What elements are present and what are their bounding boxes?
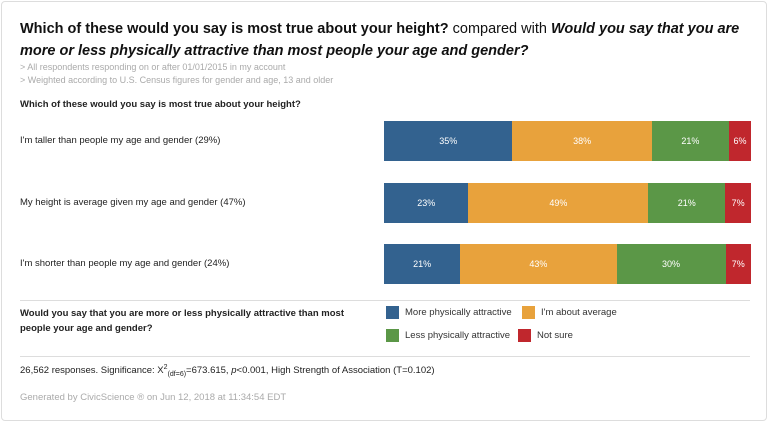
legend-swatch	[518, 329, 531, 342]
divider	[20, 356, 750, 357]
row-label: My height is average given my age and ge…	[20, 197, 246, 208]
bar-segment: 7%	[725, 244, 751, 284]
chart-question: Which of these would you say is most tru…	[20, 99, 301, 110]
title-main: Which of these would you say is most tru…	[20, 21, 449, 37]
divider	[20, 300, 750, 301]
bar-segment: 23%	[384, 183, 469, 223]
legend-item: More physically attractive	[386, 306, 512, 319]
stacked-bar: 23% 49% 21% 7%	[384, 183, 751, 223]
bar-segment: 21%	[651, 121, 729, 161]
generated-by: Generated by CivicScience ® on Jun 12, 2…	[20, 392, 287, 403]
legend-item: Not sure	[518, 329, 573, 342]
chart-title: Which of these would you say is most tru…	[20, 18, 760, 62]
bar-segment: 35%	[384, 121, 513, 161]
bar-segment: 6%	[728, 121, 751, 161]
legend-label: More physically attractive	[405, 307, 512, 318]
bar-segment: 38%	[512, 121, 652, 161]
legend-label: Not sure	[537, 330, 573, 341]
stacked-bar: 35% 38% 21% 6%	[384, 121, 751, 161]
filter-1: > All respondents responding on or after…	[20, 62, 286, 72]
title-join: compared with	[452, 21, 547, 37]
legend-swatch	[522, 306, 535, 319]
filter-2: > Weighted according to U.S. Census figu…	[20, 75, 334, 85]
row-label: I'm taller than people my age and gender…	[20, 135, 221, 146]
title-compare: Would you say that you are more or less …	[20, 21, 740, 59]
bar-segment: 30%	[616, 244, 726, 284]
legend-label: Less physically attractive	[405, 330, 511, 341]
bar-segment: 43%	[460, 244, 617, 284]
legend-label: I'm about average	[541, 307, 617, 318]
bar-segment: 21%	[648, 183, 726, 223]
row-label: I'm shorter than people my age and gende…	[20, 258, 230, 269]
significance-text: 26,562 responses. Significance: X2(df=6)…	[20, 364, 435, 379]
legend-question: Would you say that you are more or less …	[20, 308, 344, 334]
legend-swatch	[386, 306, 399, 319]
bar-segment: 7%	[725, 183, 751, 223]
bar-segment: 49%	[468, 183, 649, 223]
bar-segment: 21%	[384, 244, 461, 284]
legend-swatch	[386, 329, 399, 342]
stacked-bar: 21% 43% 30% 7%	[384, 244, 751, 284]
legend-item: Less physically attractive	[386, 329, 510, 342]
legend-item: I'm about average	[522, 306, 617, 319]
